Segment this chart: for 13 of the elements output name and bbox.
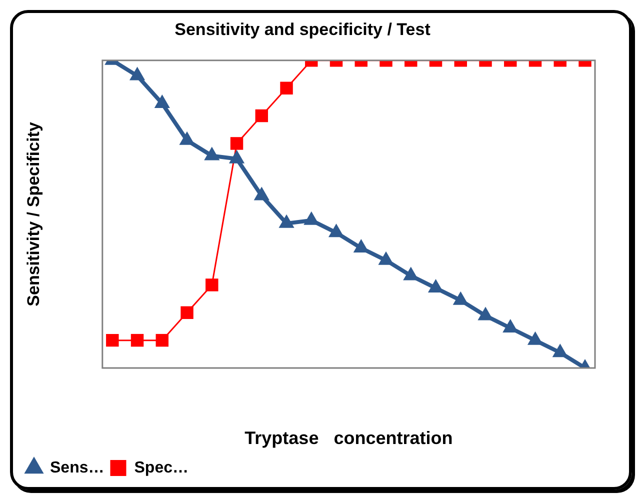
point	[478, 306, 494, 320]
point	[502, 319, 518, 333]
point	[452, 291, 468, 305]
point	[552, 344, 568, 358]
chart-title: Sensitivity and specificity / Test	[174, 20, 431, 39]
point	[328, 224, 344, 238]
legend-label: Sens…	[50, 459, 104, 476]
point	[378, 251, 394, 265]
x-axis-title: Tryptase concentration	[244, 428, 453, 448]
point	[353, 239, 369, 253]
point	[230, 137, 244, 150]
legend-label: Spec…	[134, 459, 188, 476]
y-axis-title: Sensitivity / Specificity	[24, 122, 43, 306]
